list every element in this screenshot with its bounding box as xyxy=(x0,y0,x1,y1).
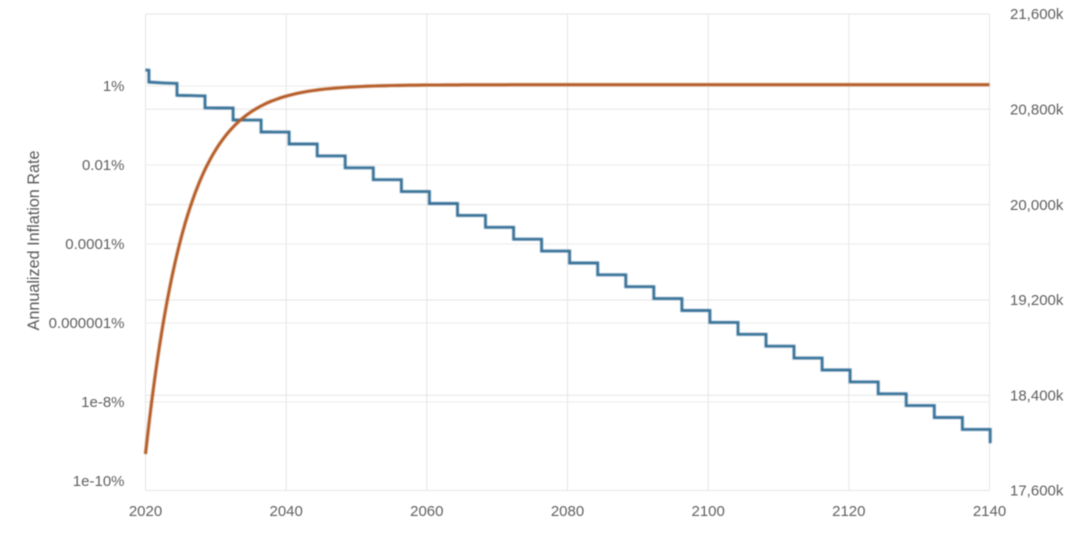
svg-text:2020: 2020 xyxy=(129,503,162,520)
svg-text:17,600k: 17,600k xyxy=(1010,483,1064,500)
svg-text:0.01%: 0.01% xyxy=(82,157,125,174)
svg-text:0.0001%: 0.0001% xyxy=(65,236,124,253)
svg-text:2060: 2060 xyxy=(410,503,443,520)
svg-text:Annualized Inflation Rate: Annualized Inflation Rate xyxy=(25,151,43,331)
svg-text:19,200k: 19,200k xyxy=(1010,292,1064,309)
svg-text:20,800k: 20,800k xyxy=(1010,102,1064,119)
svg-text:2140: 2140 xyxy=(973,503,1006,520)
svg-text:1e-10%: 1e-10% xyxy=(73,473,125,490)
svg-text:21,600k: 21,600k xyxy=(1010,6,1064,23)
svg-text:2040: 2040 xyxy=(270,503,303,520)
svg-text:20,000k: 20,000k xyxy=(1010,197,1064,214)
svg-text:18,400k: 18,400k xyxy=(1010,387,1064,404)
svg-text:2100: 2100 xyxy=(692,503,725,520)
svg-text:2080: 2080 xyxy=(551,503,584,520)
svg-text:1%: 1% xyxy=(103,78,125,95)
svg-text:1e-8%: 1e-8% xyxy=(81,394,124,411)
svg-text:2120: 2120 xyxy=(832,503,865,520)
svg-text:0.000001%: 0.000001% xyxy=(49,315,125,332)
